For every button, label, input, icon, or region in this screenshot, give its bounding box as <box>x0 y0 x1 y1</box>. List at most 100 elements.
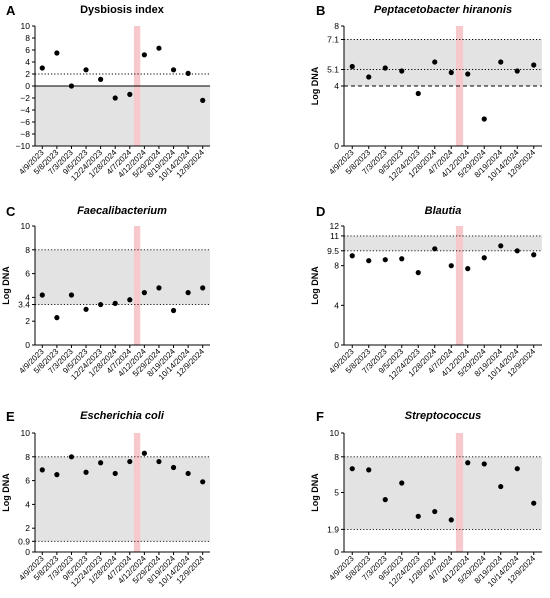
data-point <box>382 65 388 71</box>
chart-title: Blautia <box>425 205 462 217</box>
data-point <box>185 290 191 296</box>
data-point <box>112 95 118 101</box>
y-tick-label: 0.9 <box>18 536 30 546</box>
data-point <box>349 253 355 259</box>
y-tick-label: −6 <box>20 117 30 127</box>
data-point <box>399 480 405 486</box>
y-tick-label: 0 <box>334 547 339 557</box>
data-point <box>156 458 162 465</box>
y-tick-label: −8 <box>20 129 30 139</box>
y-tick-label: 10 <box>330 428 340 438</box>
data-point <box>200 285 206 291</box>
panel-f: 01.958104/9/20235/8/20237/3/20239/5/2023… <box>310 409 542 589</box>
panel-letter: C <box>6 204 16 219</box>
data-point <box>83 306 89 312</box>
y-tick-label: 0 <box>25 340 30 350</box>
reference-range-band <box>35 249 210 305</box>
y-tick-label: 6 <box>25 476 30 486</box>
panel-letter: B <box>316 3 325 18</box>
y-tick-label: 6 <box>25 269 30 279</box>
data-point <box>200 479 206 485</box>
data-point <box>98 460 104 466</box>
y-tick-label: 12 <box>330 221 340 231</box>
y-tick-label: 0 <box>25 81 30 91</box>
y-tick-label: 6 <box>25 45 30 55</box>
y-tick-label: 9.5 <box>327 246 339 256</box>
data-point <box>432 246 438 252</box>
panel-a: −10−8−6−4−202468104/9/20235/8/20237/3/20… <box>6 3 210 183</box>
panel-letter: E <box>6 409 15 424</box>
data-point <box>98 301 104 308</box>
y-tick-label: 8 <box>334 261 339 271</box>
panel-b: 045.17.184/9/20235/8/20237/3/20239/5/202… <box>310 3 542 183</box>
data-point <box>399 256 405 262</box>
data-point <box>514 68 520 74</box>
y-tick-label: 4 <box>25 57 30 67</box>
data-point <box>349 466 355 472</box>
chart-title: Faecalibacterium <box>77 205 167 217</box>
y-tick-label: 8 <box>25 452 30 462</box>
highlight-band <box>133 433 141 552</box>
chart-title: Peptacetobacter hiranonis <box>374 4 512 16</box>
data-point <box>156 45 162 51</box>
y-axis-label: Log DNA <box>310 66 320 105</box>
data-point <box>200 97 206 103</box>
panel-letter: A <box>6 3 16 18</box>
data-point <box>531 252 537 258</box>
y-tick-label: 0 <box>25 547 30 557</box>
data-point <box>170 464 177 471</box>
data-point <box>170 67 177 73</box>
y-tick-label: −4 <box>20 105 30 115</box>
reference-range-band <box>344 456 542 530</box>
y-tick-label: 0 <box>334 340 339 350</box>
data-point <box>481 255 487 261</box>
y-axis-label: Log DNA <box>310 266 320 305</box>
data-point <box>127 458 133 465</box>
reference-range-band <box>344 39 542 86</box>
highlight-band <box>455 433 464 552</box>
y-tick-label: 7.1 <box>327 35 339 45</box>
panel-e: 00.92468104/9/20235/8/20237/3/20239/5/20… <box>1 409 210 589</box>
data-point <box>54 472 60 478</box>
data-point <box>415 90 421 97</box>
y-tick-label: 10 <box>21 428 31 438</box>
data-point <box>54 50 60 56</box>
chart-title: Dysbiosis index <box>80 4 165 16</box>
y-axis-label: Log DNA <box>1 473 11 512</box>
y-tick-label: 2 <box>25 523 30 533</box>
y-tick-label: −2 <box>20 93 30 103</box>
data-point <box>68 83 75 89</box>
reference-range-band <box>344 235 542 251</box>
y-tick-label: 5.1 <box>327 65 339 75</box>
data-point <box>185 470 191 477</box>
data-point <box>498 483 504 490</box>
data-point <box>170 307 177 314</box>
panel-c: 023.4468104/9/20235/8/20237/3/20239/5/20… <box>1 204 210 382</box>
highlight-band <box>455 226 464 345</box>
data-point <box>39 65 45 71</box>
chart-title: Escherichia coli <box>80 410 165 422</box>
data-point <box>141 450 147 456</box>
data-point <box>366 74 372 80</box>
data-point <box>481 461 487 467</box>
data-point <box>156 285 162 291</box>
y-tick-label: 4 <box>25 499 30 509</box>
y-tick-label: 5 <box>334 488 339 498</box>
y-tick-label: 4 <box>334 300 339 310</box>
data-point <box>481 116 487 122</box>
data-point <box>514 466 520 472</box>
data-point <box>498 243 504 249</box>
data-point <box>465 71 471 77</box>
y-tick-label: 4 <box>25 292 30 302</box>
data-point <box>83 469 89 475</box>
y-tick-label: 11 <box>330 231 339 241</box>
panel-letter: F <box>316 409 324 424</box>
y-tick-label: 8 <box>334 21 339 31</box>
data-point <box>531 500 537 506</box>
reference-range-band <box>35 86 210 146</box>
data-point <box>141 52 147 58</box>
y-tick-label: 2 <box>25 69 30 79</box>
y-tick-label: 0 <box>334 141 339 151</box>
y-axis-label: Log DNA <box>1 266 11 305</box>
